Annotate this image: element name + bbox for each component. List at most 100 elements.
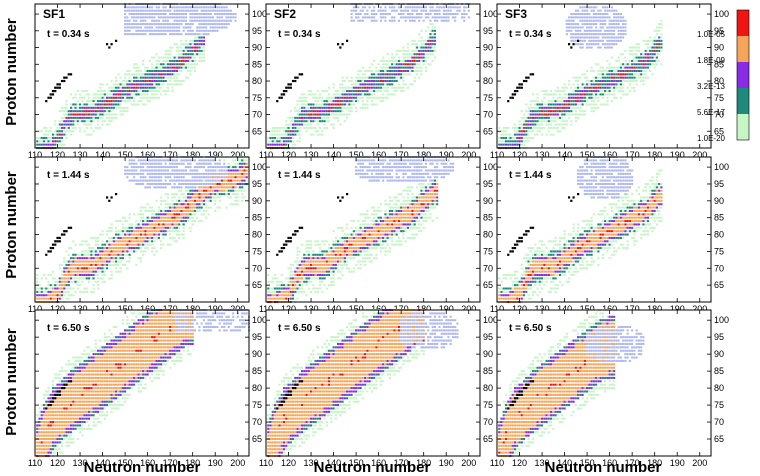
heatmap-cell — [94, 106, 97, 109]
stable-nucleus-marker — [108, 46, 111, 49]
heatmap-cell — [309, 253, 313, 256]
heatmap-cell — [106, 96, 109, 99]
heatmap-cell — [137, 240, 140, 243]
heatmap-cell — [384, 19, 387, 22]
heatmap-cell — [155, 96, 158, 99]
heatmap-cell — [388, 59, 391, 62]
heatmap-cell — [164, 6, 167, 9]
heatmap-cell — [637, 46, 640, 49]
heatmap-cell — [60, 110, 64, 113]
heatmap-cell — [164, 176, 167, 179]
heatmap-cell — [126, 93, 129, 96]
heatmap-cell — [160, 80, 163, 83]
heatmap-cell — [173, 196, 176, 199]
heatmap-cell — [184, 216, 187, 219]
heatmap-cell — [187, 66, 190, 69]
heatmap-cell — [164, 203, 167, 206]
heatmap-cell — [559, 113, 562, 116]
heatmap-cell — [92, 270, 95, 273]
heatmap-cell — [628, 83, 631, 86]
stable-nucleus-marker — [513, 93, 517, 96]
heatmap-cell — [597, 36, 600, 39]
heatmap-cell — [139, 26, 142, 29]
heatmap-cell — [300, 243, 304, 246]
heatmap-cell — [332, 110, 335, 113]
heatmap-cell — [595, 90, 598, 93]
heatmap-cell — [51, 270, 55, 273]
heatmap-cell — [660, 23, 663, 26]
heatmap-cell — [350, 80, 353, 83]
heatmap-cell — [135, 166, 138, 169]
heatmap-cell — [393, 76, 396, 79]
heatmap-cell — [211, 19, 215, 22]
heatmap-cell — [67, 116, 70, 119]
heatmap-cell — [180, 182, 183, 185]
heatmap-cell — [377, 83, 380, 86]
heatmap-cell — [60, 287, 64, 290]
x-tick-label: 170 — [394, 150, 409, 160]
heatmap-cell — [108, 263, 111, 266]
heatmap-cell — [386, 76, 389, 79]
heatmap-cell — [146, 203, 149, 206]
heatmap-cell — [529, 120, 532, 123]
heatmap-cell — [406, 63, 409, 66]
heatmap-cell — [218, 189, 221, 192]
heatmap-cell — [303, 126, 306, 129]
heatmap-cell — [617, 73, 620, 76]
heatmap-cell — [146, 186, 149, 189]
heatmap-cell — [74, 93, 77, 96]
heatmap-cell — [460, 13, 464, 16]
heatmap-cell — [146, 236, 149, 239]
heatmap-cell — [577, 83, 580, 86]
heatmap-cell — [588, 33, 591, 36]
heatmap-cell — [234, 176, 237, 179]
heatmap-cell — [137, 80, 140, 83]
heatmap-cell — [187, 186, 190, 189]
heatmap-cell — [130, 179, 133, 182]
heatmap-cell — [151, 247, 154, 250]
heatmap-cell — [187, 166, 190, 169]
heatmap-cell — [296, 287, 299, 290]
heatmap-cell — [117, 93, 120, 96]
heatmap-cell — [298, 287, 301, 290]
heatmap-cell — [78, 106, 82, 109]
heatmap-cell — [225, 182, 228, 185]
heatmap-cell — [128, 26, 131, 29]
heatmap-cell — [305, 247, 308, 250]
heatmap-cell — [619, 63, 622, 66]
heatmap-cell — [386, 63, 389, 66]
heatmap-cell — [184, 196, 187, 199]
heatmap-cell — [588, 36, 591, 39]
heatmap-cell — [85, 253, 88, 256]
heatmap-cell — [610, 83, 613, 86]
heatmap-cell — [227, 196, 230, 199]
heatmap-cell — [346, 90, 349, 93]
heatmap-cell — [189, 196, 192, 199]
heatmap-cell — [375, 80, 378, 83]
heatmap-cell — [142, 226, 145, 229]
heatmap-cell — [245, 162, 248, 165]
heatmap-cell — [130, 162, 133, 165]
heatmap-cell — [135, 63, 138, 66]
heatmap-cell — [178, 56, 181, 59]
heatmap-cell — [110, 86, 113, 89]
heatmap-cell — [187, 26, 190, 29]
heatmap-cell — [289, 267, 292, 270]
heatmap-cell — [173, 13, 176, 16]
heatmap-cell — [400, 69, 403, 72]
heatmap-cell — [431, 46, 434, 49]
heatmap-cell — [536, 130, 539, 133]
heatmap-cell — [626, 80, 629, 83]
heatmap-cell — [157, 186, 160, 189]
heatmap-cell — [613, 83, 616, 86]
heatmap-cell — [63, 284, 66, 287]
heatmap-cell — [570, 39, 573, 42]
heatmap-cell — [198, 6, 201, 9]
heatmap-cell — [200, 19, 203, 22]
heatmap-cell — [153, 80, 156, 83]
heatmap-cell — [273, 133, 277, 136]
heatmap-cell — [78, 116, 82, 119]
heatmap-cell — [49, 143, 52, 146]
heatmap-cell — [76, 120, 79, 123]
heatmap-cell — [325, 120, 328, 123]
